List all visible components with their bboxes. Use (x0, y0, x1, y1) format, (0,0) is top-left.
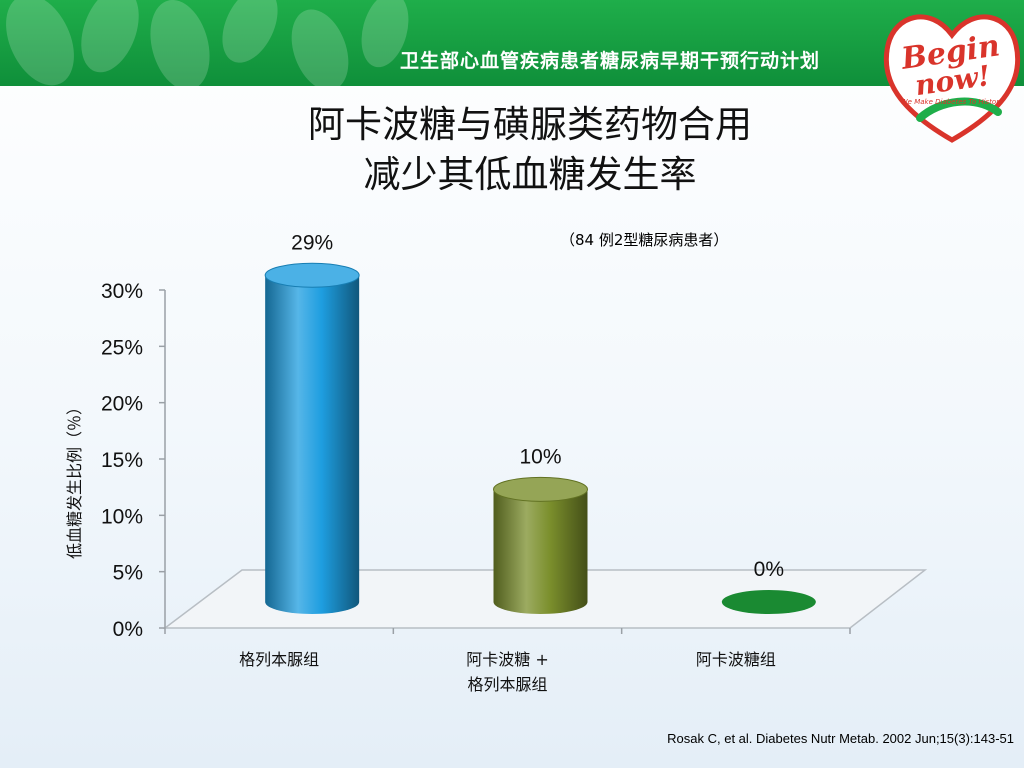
y-tick-label: 0% (113, 618, 143, 641)
slide-title: 阿卡波糖与磺脲类药物合用 减少其低血糖发生率 (150, 100, 910, 200)
bar-body (265, 275, 360, 614)
data-label: 10% (519, 445, 561, 468)
bar-top (264, 262, 360, 288)
y-axis-label: 低血糖发生比例（％） (65, 399, 84, 559)
y-tick-label: 20% (101, 393, 143, 416)
slide-title-line1: 阿卡波糖与磺脲类药物合用 (308, 103, 752, 146)
begin-now-logo: Begin now! We Make Diabetes To History (883, 14, 1021, 143)
category-label: 格列本脲组 (239, 650, 319, 669)
bar-top (493, 476, 588, 502)
data-label: 29% (291, 231, 333, 254)
y-tick-label: 10% (101, 505, 143, 528)
citation: Rosak C, et al. Diabetes Nutr Metab. 200… (667, 731, 1014, 746)
y-tick-label: 30% (101, 280, 143, 303)
category-label: 阿卡波糖组 (696, 650, 776, 669)
bar-disc (721, 590, 816, 614)
slide-title-line2: 减少其低血糖发生率 (363, 153, 697, 196)
category-label: 阿卡波糖 + (466, 650, 549, 669)
y-tick-label: 25% (101, 336, 143, 359)
header-title: 卫生部心血管疾病患者糖尿病早期干预行动计划 (400, 50, 821, 72)
bar-body (493, 489, 588, 614)
data-label: 0% (754, 558, 784, 581)
y-tick-label: 15% (101, 449, 143, 472)
y-tick-label: 5% (113, 562, 143, 585)
hands-decoration-icon (6, 0, 409, 86)
svg-text:We Make Diabetes To History: We Make Diabetes To History (901, 98, 1004, 106)
slide-subtitle: （84 例2型糖尿病患者） (560, 231, 729, 249)
category-label: 格列本脲组 (467, 675, 547, 694)
header-banner: 卫生部心血管疾病患者糖尿病早期干预行动计划 (0, 0, 1024, 86)
